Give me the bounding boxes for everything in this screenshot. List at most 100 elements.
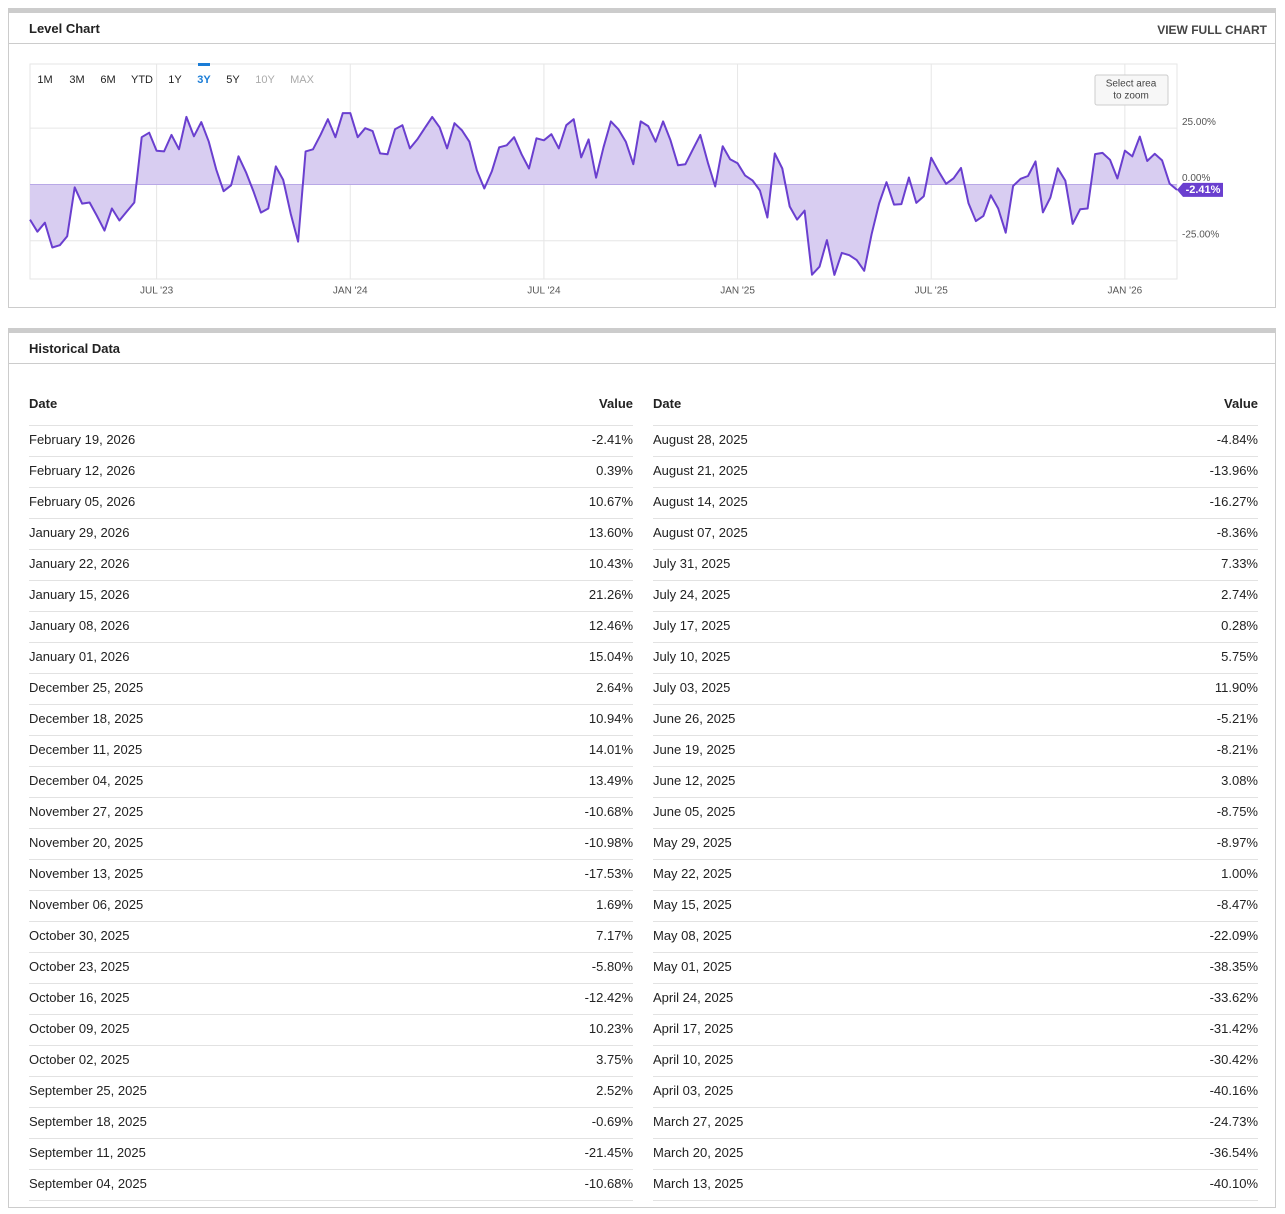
range-button[interactable]: 5Y bbox=[226, 74, 240, 86]
date-cell: November 27, 2025 bbox=[29, 804, 144, 819]
range-label: 1Y bbox=[168, 74, 182, 86]
row-separator bbox=[29, 456, 633, 457]
row-separator bbox=[29, 1045, 633, 1046]
date-cell: February 19, 2026 bbox=[29, 432, 136, 447]
value-cell: -5.21% bbox=[1216, 711, 1258, 726]
date-cell: July 24, 2025 bbox=[653, 587, 731, 602]
range-button: 10Y bbox=[255, 74, 275, 86]
date-cell: December 04, 2025 bbox=[29, 773, 144, 788]
value-cell: -10.68% bbox=[584, 804, 633, 819]
date-cell: April 24, 2025 bbox=[653, 990, 734, 1005]
row-separator bbox=[653, 673, 1258, 674]
date-cell: November 06, 2025 bbox=[29, 897, 144, 912]
range-button: MAX bbox=[290, 74, 315, 86]
date-cell: May 08, 2025 bbox=[653, 928, 732, 943]
date-cell: March 13, 2025 bbox=[653, 1176, 744, 1191]
row-separator bbox=[29, 952, 633, 953]
date-cell: October 09, 2025 bbox=[29, 1021, 130, 1036]
value-cell: 1.00% bbox=[1221, 866, 1258, 881]
range-button[interactable]: 3M bbox=[69, 74, 84, 86]
row-separator bbox=[653, 1014, 1258, 1015]
row-separator bbox=[653, 580, 1258, 581]
x-tick-label: JUL '25 bbox=[915, 286, 949, 297]
value-flag-label: -2.41% bbox=[1186, 184, 1221, 196]
row-separator bbox=[29, 425, 633, 426]
x-tick-label: JAN '24 bbox=[333, 286, 368, 297]
row-separator bbox=[29, 487, 633, 488]
row-separator bbox=[29, 580, 633, 581]
level-chart-panel: Level Chart VIEW FULL CHART bbox=[8, 8, 1276, 308]
value-cell: 3.75% bbox=[596, 1052, 633, 1067]
row-separator bbox=[29, 549, 633, 550]
value-cell: -2.41% bbox=[591, 432, 633, 447]
range-button[interactable]: YTD bbox=[131, 74, 153, 86]
date-cell: November 20, 2025 bbox=[29, 835, 144, 850]
date-cell: October 02, 2025 bbox=[29, 1052, 130, 1067]
value-cell: -8.75% bbox=[1216, 804, 1258, 819]
value-cell: -8.47% bbox=[1216, 897, 1258, 912]
value-cell: -36.54% bbox=[1209, 1145, 1258, 1160]
row-separator bbox=[653, 1200, 1258, 1201]
row-separator bbox=[653, 890, 1258, 891]
row-separator bbox=[29, 859, 633, 860]
row-separator bbox=[29, 673, 633, 674]
panel-title: Level Chart bbox=[29, 21, 100, 36]
range-button[interactable]: 1M bbox=[37, 74, 52, 86]
value-flag bbox=[1177, 182, 1223, 197]
range-label: 1M bbox=[37, 74, 52, 86]
date-cell: May 29, 2025 bbox=[653, 835, 732, 850]
line bbox=[29, 112, 1178, 276]
historical-panel: Historical Data bbox=[8, 328, 1276, 1208]
value-cell: 14.01% bbox=[588, 742, 633, 757]
range-label: 3M bbox=[69, 74, 84, 86]
row-separator bbox=[29, 1076, 633, 1077]
row-separator bbox=[653, 983, 1258, 984]
value-cell: 10.43% bbox=[588, 556, 633, 571]
date-cell: May 15, 2025 bbox=[653, 897, 732, 912]
row-separator bbox=[653, 1169, 1258, 1170]
zoom-hint: Select area bbox=[1106, 79, 1157, 90]
value-cell: -8.36% bbox=[1216, 525, 1258, 540]
row-separator bbox=[29, 1107, 633, 1108]
value-cell: -17.53% bbox=[584, 866, 633, 881]
value-cell: -8.97% bbox=[1216, 835, 1258, 850]
range-button[interactable]: 6M bbox=[100, 74, 115, 86]
value-cell: -22.09% bbox=[1209, 928, 1258, 943]
value-cell: 13.60% bbox=[588, 525, 633, 540]
value-cell: -40.10% bbox=[1209, 1176, 1258, 1191]
date-cell: September 04, 2025 bbox=[29, 1176, 147, 1191]
date-cell: January 01, 2026 bbox=[29, 649, 130, 664]
row-separator bbox=[653, 704, 1258, 705]
date-cell: September 11, 2025 bbox=[29, 1145, 146, 1160]
date-cell: July 10, 2025 bbox=[653, 649, 731, 664]
row-separator bbox=[653, 456, 1258, 457]
x-tick-label: JAN '25 bbox=[720, 286, 755, 297]
row-separator bbox=[29, 642, 633, 643]
value-cell: -38.35% bbox=[1209, 959, 1258, 974]
value-cell: -33.62% bbox=[1209, 990, 1258, 1005]
row-separator bbox=[29, 518, 633, 519]
value-cell: 10.94% bbox=[588, 711, 633, 726]
row-separator bbox=[29, 921, 633, 922]
value-cell: 2.74% bbox=[1221, 587, 1258, 602]
date-cell: March 27, 2025 bbox=[653, 1114, 744, 1129]
range-label: MAX bbox=[290, 74, 315, 86]
value-cell: 12.46% bbox=[588, 618, 633, 633]
view-full-chart[interactable]: VIEW FULL CHART bbox=[1157, 23, 1267, 37]
panel-title: Historical Data bbox=[29, 341, 121, 356]
date-cell: July 03, 2025 bbox=[653, 680, 731, 695]
date-cell: June 12, 2025 bbox=[653, 773, 736, 788]
range-button[interactable]: 3Y bbox=[197, 63, 211, 86]
range-label: 5Y bbox=[226, 74, 240, 86]
value-cell: 2.52% bbox=[596, 1083, 633, 1098]
value-cell: -12.42% bbox=[584, 990, 633, 1005]
range-button[interactable]: 1Y bbox=[168, 74, 182, 86]
date-cell: October 16, 2025 bbox=[29, 990, 130, 1005]
date-cell: February 12, 2026 bbox=[29, 463, 136, 478]
value-cell: -8.21% bbox=[1216, 742, 1258, 757]
row-separator bbox=[653, 1045, 1258, 1046]
value-cell: -24.73% bbox=[1209, 1114, 1258, 1129]
date-cell: June 19, 2025 bbox=[653, 742, 736, 757]
row-separator bbox=[653, 487, 1258, 488]
